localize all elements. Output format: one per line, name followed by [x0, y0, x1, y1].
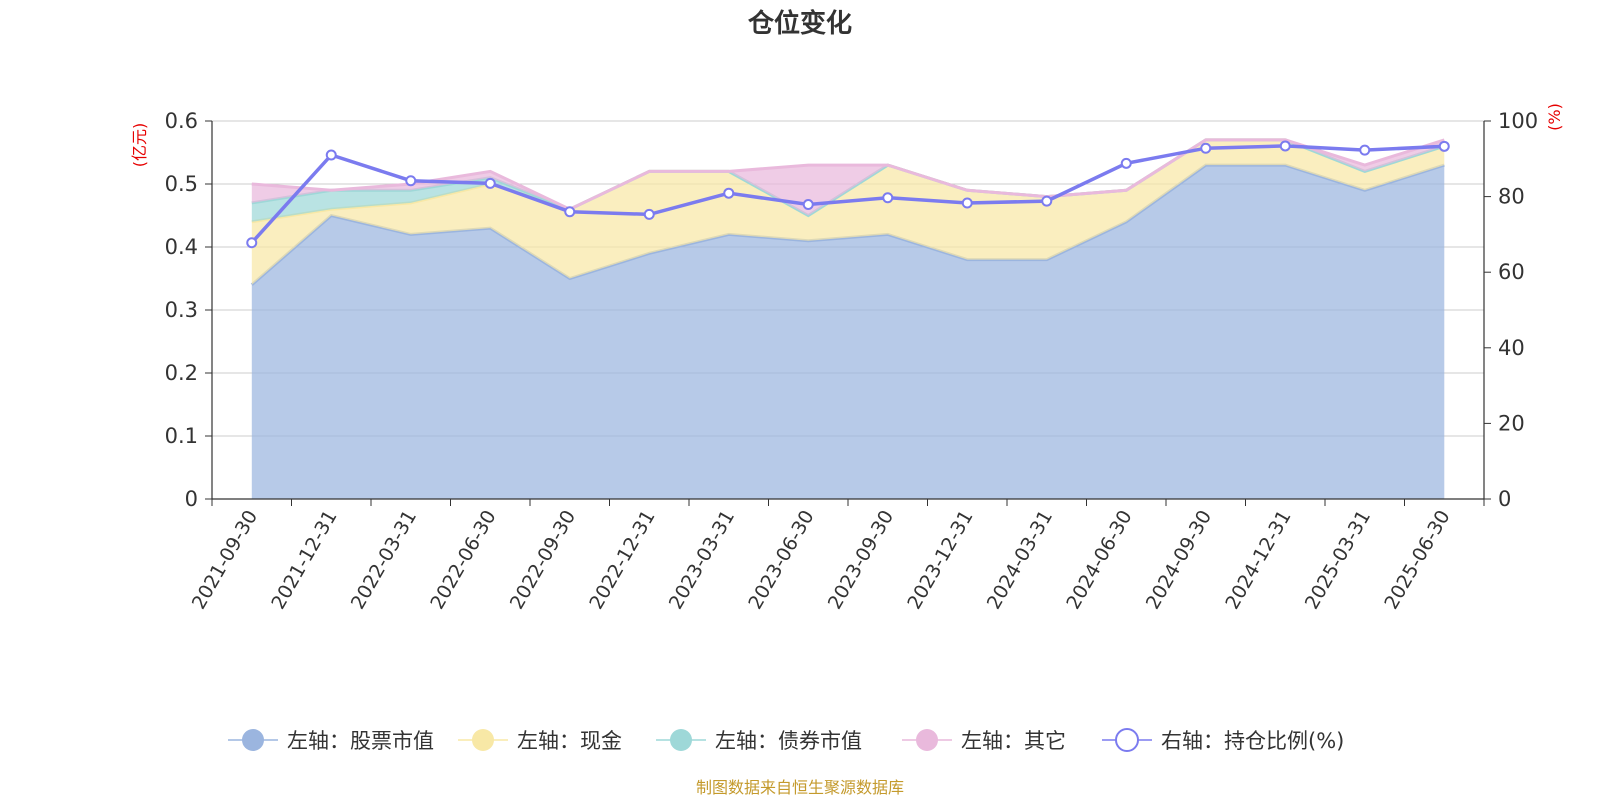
x-axis-tick-label: 2023-06-30	[744, 507, 818, 614]
right-axis-tick-label: 20	[1498, 411, 1525, 435]
legend-item: 左轴：债券市值	[656, 729, 862, 753]
x-axis-tick-label: 2022-09-30	[506, 507, 580, 614]
area-左轴：其它	[251, 139, 1445, 216]
position-ratio-point	[1200, 142, 1212, 154]
x-axis-tick-label: 2025-03-31	[1301, 507, 1375, 614]
legend-marker	[670, 729, 692, 751]
x-axis-tick-label: 2024-06-30	[1062, 507, 1136, 614]
x-axis-tick-label: 2021-12-31	[267, 507, 341, 614]
x-axis-tick-label: 2025-06-30	[1380, 507, 1454, 614]
right-axis-tick-label: 60	[1498, 260, 1525, 284]
legend-marker	[472, 729, 494, 751]
x-axis-tick-label: 2022-03-31	[347, 507, 421, 614]
legend-marker	[916, 729, 938, 751]
left-axis-tick-label: 0.5	[165, 172, 198, 196]
position-ratio-point	[723, 187, 735, 199]
legend-label: 左轴：股票市值	[287, 729, 434, 753]
position-ratio-point	[484, 177, 496, 189]
position-ratio-point	[1279, 140, 1291, 152]
x-axis-tick-label: 2023-03-31	[665, 507, 739, 614]
left-axis-tick-label: 0.2	[165, 361, 198, 385]
right-axis-tick-label: 0	[1498, 487, 1511, 511]
right-axis-unit: (%)	[1545, 103, 1564, 131]
position-ratio-point	[325, 149, 337, 161]
legend-label: 左轴：债券市值	[715, 729, 862, 753]
chart-title: 仓位变化	[747, 8, 852, 39]
legend-item: 右轴：持仓比例(%)	[1102, 728, 1344, 753]
left-axis-tick-label: 0.3	[165, 298, 198, 322]
position-ratio-point	[802, 199, 814, 211]
x-axis-tick-label: 2024-09-30	[1142, 507, 1216, 614]
legend-label: 左轴：现金	[517, 729, 622, 753]
x-axis-tick-label: 2024-12-31	[1221, 507, 1295, 614]
area-edge	[251, 138, 1445, 211]
x-axis-tick-label: 2023-09-30	[824, 507, 898, 614]
position-ratio-point	[1041, 195, 1053, 207]
legend-label: 左轴：其它	[961, 729, 1066, 753]
right-axis-tick-label: 80	[1498, 185, 1525, 209]
legend-marker	[242, 729, 264, 751]
source-note: 制图数据来自恒生聚源数据库	[696, 778, 904, 797]
position-ratio-point	[1438, 140, 1450, 152]
left-axis-tick-label: 0	[185, 487, 198, 511]
area-series	[250, 138, 1445, 499]
right-axis-tick-label: 40	[1498, 336, 1525, 360]
position-ratio-point	[882, 192, 894, 204]
position-ratio-point	[1359, 144, 1371, 156]
position-ratio-point	[961, 197, 973, 209]
position-ratio-point	[405, 175, 417, 187]
right-axis-tick-label: 100	[1498, 109, 1538, 133]
line-series	[246, 140, 1450, 249]
legend: 左轴：股票市值 左轴：现金 左轴：债券市值 左轴：其它 右轴：持仓比例(%)	[228, 728, 1344, 753]
left-axis-unit: (亿元)	[130, 123, 149, 168]
legend-label: 右轴：持仓比例(%)	[1161, 729, 1344, 753]
legend-marker	[1115, 728, 1139, 752]
legend-item: 左轴：股票市值	[228, 729, 434, 753]
position-ratio-line	[250, 144, 1445, 244]
x-axis-tick-label: 2023-12-31	[903, 507, 977, 614]
x-axis-tick-label: 2021-09-30	[188, 507, 262, 614]
position-ratio-point	[564, 206, 576, 218]
position-ratio-point	[1120, 157, 1132, 169]
legend-item: 左轴：其它	[902, 729, 1066, 753]
position-ratio-point	[643, 208, 655, 220]
area-左轴：股票市值	[251, 165, 1445, 499]
x-axis-tick-label: 2022-12-31	[585, 507, 659, 614]
x-axis-tick-label: 2022-06-30	[426, 507, 500, 614]
left-axis-tick-label: 0.6	[165, 109, 198, 133]
area-左轴：现金	[251, 139, 1445, 285]
legend-item: 左轴：现金	[458, 729, 622, 753]
left-axis-tick-label: 0.4	[165, 235, 198, 259]
position-ratio-point	[246, 237, 258, 249]
left-axis-tick-label: 0.1	[165, 424, 198, 448]
x-axis-tick-label: 2024-03-31	[983, 507, 1057, 614]
